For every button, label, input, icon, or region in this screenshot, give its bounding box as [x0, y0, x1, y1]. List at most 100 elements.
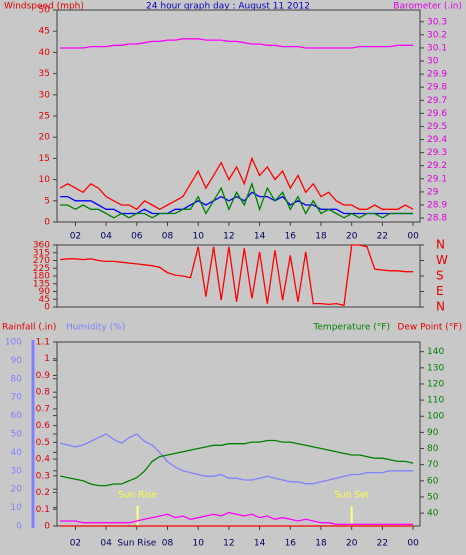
- y-tick-label: 1: [44, 354, 50, 364]
- series-line: [59, 439, 414, 487]
- y-tick-label: 1.1: [36, 338, 50, 348]
- x-tick-label: 14: [254, 232, 266, 242]
- y2-tick-label: 60: [427, 476, 439, 486]
- x-tick-label: 16: [285, 232, 297, 242]
- y2-tick-label: W: [436, 253, 448, 267]
- y3-tick-label: 20: [11, 485, 23, 495]
- y2-tick-label: 29: [427, 187, 439, 197]
- y3-tick-label: 100: [5, 338, 22, 348]
- x-tick-label: 18: [315, 232, 327, 242]
- y-tick-label: 0.6: [36, 421, 51, 431]
- y2-tick-label: 29.1: [427, 174, 447, 184]
- x-tick-label: 00: [407, 539, 419, 549]
- sun-label: Sun Set: [334, 491, 369, 501]
- series-line: [60, 181, 414, 219]
- y2-tick-label: 30.3: [427, 17, 447, 27]
- y2-tick-label: 90: [427, 428, 439, 438]
- sun-label: Sun Rise: [118, 491, 157, 501]
- x-tick-label: 22: [377, 232, 388, 242]
- y2-tick-label: 29.9: [427, 70, 447, 80]
- y2-tick-label: 140: [427, 347, 444, 357]
- x-tick-label: 06: [131, 232, 143, 242]
- x-tick-label: 16: [285, 539, 297, 549]
- y2-tick-label: 29.5: [427, 122, 447, 132]
- y2-tick-label: 130: [427, 363, 444, 373]
- y-tick-label: 180: [33, 272, 50, 282]
- y-tick-label: 10: [39, 175, 51, 185]
- x-tick-label: 08: [162, 539, 174, 549]
- y-tick-label: 225: [33, 264, 50, 274]
- y2-tick-label: 28.9: [427, 200, 447, 210]
- y-tick-label: 0: [44, 218, 50, 228]
- y-tick-label: 5: [44, 196, 50, 206]
- y2-tick-label: 100: [427, 412, 444, 422]
- x-tick-label: 14: [254, 539, 266, 549]
- y-tick-label: 45: [39, 27, 50, 37]
- x-tick-label: 08: [162, 232, 174, 242]
- y2-tick-label: 40: [427, 509, 439, 519]
- windspeed-label: Windspeed (mph): [4, 2, 84, 12]
- y2-tick-label: N: [436, 300, 445, 314]
- y-tick-label: 35: [39, 69, 50, 79]
- x-tick-label: 12: [223, 232, 234, 242]
- series-line: [60, 191, 414, 215]
- x-tick-label: 02: [70, 539, 81, 549]
- x-tick-label: 10: [192, 539, 204, 549]
- x-tick-label: 18: [315, 539, 327, 549]
- x-tick-label: 02: [70, 232, 81, 242]
- y-tick-label: 360: [33, 241, 50, 251]
- y3-tick-label: 30: [11, 466, 23, 476]
- y2-tick-label: 30.1: [427, 43, 447, 53]
- y-tick-label: 0.5: [36, 438, 50, 448]
- y3-tick-label: 50: [11, 430, 23, 440]
- y-tick-label: 90: [39, 287, 51, 297]
- y2-tick-label: 29.8: [427, 83, 447, 93]
- x-tick-label: 10: [192, 232, 204, 242]
- y2-tick-label: 29.2: [427, 161, 447, 171]
- y3-tick-label: 0: [16, 522, 22, 532]
- y3-tick-label: 90: [11, 356, 23, 366]
- y-tick-label: 40: [39, 48, 51, 58]
- y2-tick-label: 30: [427, 57, 439, 67]
- y3-tick-label: 70: [11, 393, 23, 403]
- rainfall-label: Rainfall (.in): [2, 323, 56, 333]
- y-tick-label: 315: [33, 248, 50, 258]
- y-tick-label: 0.1: [36, 505, 50, 515]
- y2-tick-label: 120: [427, 379, 444, 389]
- y2-tick-label: 80: [427, 444, 439, 454]
- y-tick-label: 0.4: [36, 455, 51, 465]
- x-tick-label: 04: [100, 232, 112, 242]
- y2-tick-label: 29.7: [427, 96, 447, 106]
- y3-tick-label: 40: [11, 448, 23, 458]
- y-tick-label: 0: [44, 522, 50, 532]
- y2-tick-label: 29.3: [427, 148, 447, 158]
- y-tick-label: 0.8: [36, 388, 51, 398]
- plot-frame: [56, 244, 421, 308]
- series-line: [60, 38, 414, 49]
- y2-tick-label: N: [436, 238, 445, 252]
- y2-tick-label: 50: [427, 492, 439, 502]
- y-tick-label: 0: [44, 303, 50, 313]
- x-tick-label: 20: [346, 232, 358, 242]
- y3-tick-label: 80: [11, 374, 23, 384]
- series-line: [60, 511, 414, 525]
- y-tick-label: 15: [39, 154, 50, 164]
- temperature-label: Temperature (°F): [312, 323, 390, 333]
- y-tick-label: 45: [39, 295, 50, 305]
- y3-tick-label: 60: [11, 411, 23, 421]
- barometer-label: Barometer (.in): [393, 2, 462, 12]
- x-tick-label: 12: [223, 539, 234, 549]
- y-tick-label: 0.2: [36, 488, 50, 498]
- y2-tick-label: 110: [427, 396, 444, 406]
- y2-tick-label: S: [436, 269, 444, 283]
- x-tick-label: 20: [346, 539, 358, 549]
- y-tick-label: 135: [33, 279, 50, 289]
- series-line: [59, 433, 414, 485]
- y-tick-label: 0.3: [36, 471, 50, 481]
- y2-tick-label: E: [436, 284, 444, 298]
- y-tick-label: 30: [39, 90, 51, 100]
- x-tick-label: Sun Rise: [117, 539, 156, 549]
- x-tick-label: 00: [407, 232, 419, 242]
- y2-tick-label: 70: [427, 460, 439, 470]
